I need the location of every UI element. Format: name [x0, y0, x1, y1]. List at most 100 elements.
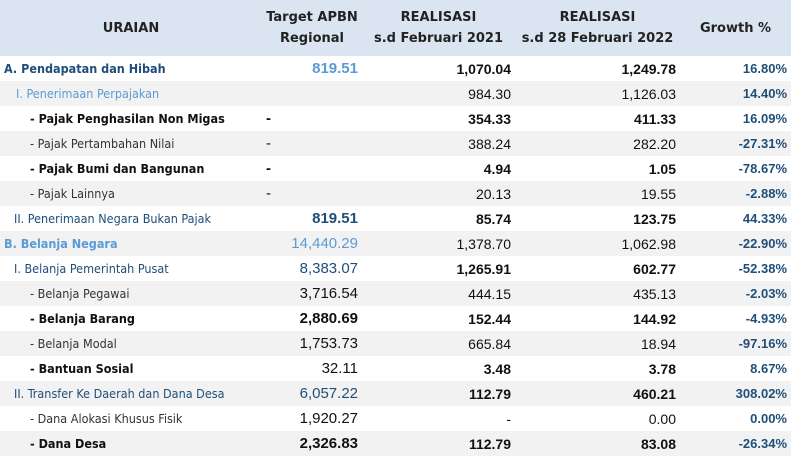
- header-row: URAIAN Target APBN Regional REALISASI s.d Fe…: [0, 0, 791, 56]
- value-cell: 1,249.78: [621, 60, 677, 77]
- value-cell: 83.08: [515, 431, 680, 456]
- value-cell: 282.20: [515, 131, 680, 156]
- growth-cell: -2.03%: [680, 281, 791, 306]
- row-label: - Pajak Pertambahan Nilai: [0, 131, 262, 156]
- value-cell: -: [266, 160, 271, 177]
- header-text: s.d Februari 2021: [374, 31, 503, 46]
- growth-cell: -97.16%: [680, 331, 791, 356]
- header-text: Growth %: [699, 20, 772, 36]
- table-row: A. Pendapatan dan Hibah 819.51 1,070.04 1,2…: [0, 56, 791, 81]
- table-row: I. Penerimaan Perpajakan 984.30 1,126.03 14…: [0, 81, 791, 106]
- value-cell: 18.94: [515, 331, 680, 356]
- value-cell: 112.79: [362, 431, 515, 456]
- growth-cell: -4.93%: [745, 311, 787, 326]
- value-cell: 602.77: [633, 260, 676, 277]
- growth-cell: 16.80%: [742, 61, 787, 76]
- value-cell: 435.13: [515, 281, 680, 306]
- value-cell: 112.79: [362, 381, 515, 406]
- growth-cell: -26.34%: [680, 431, 791, 456]
- growth-cell: -22.90%: [680, 231, 791, 256]
- growth-cell: 16.09%: [742, 111, 787, 126]
- row-label: - Bantuan Sosial: [30, 361, 134, 376]
- value-cell: 1.05: [648, 160, 676, 177]
- value-cell: 819.51: [312, 60, 358, 77]
- value-cell: 2,326.83: [262, 431, 362, 456]
- growth-cell: 0.00%: [750, 411, 787, 426]
- value-cell: 32.11: [321, 360, 358, 377]
- value-cell: 4.94: [483, 160, 511, 177]
- value-cell: 984.30: [362, 81, 515, 106]
- value-cell: -: [266, 110, 271, 127]
- value-cell: 1,062.98: [515, 231, 680, 256]
- header-cell: REALISASI s.d 28 Februari 2022: [515, 0, 680, 56]
- table-row: - Bantuan Sosial 32.11 3.48 3.78 8.67%: [0, 356, 791, 381]
- row-label: B. Belanja Negara: [0, 231, 262, 256]
- value-cell: 1,378.70: [362, 231, 515, 256]
- header-cell: URAIAN: [0, 0, 262, 56]
- value-cell: 1,265.91: [456, 260, 512, 277]
- header-cell: Target APBN Regional: [262, 0, 362, 56]
- value-cell: 14,440.29: [262, 231, 362, 256]
- value-cell: 819.51: [312, 210, 358, 227]
- value-cell: [262, 81, 362, 106]
- growth-cell: -78.67%: [738, 161, 787, 176]
- row-label: II. Transfer Ke Daerah dan Dana Desa: [0, 381, 262, 406]
- table-row: - Pajak Lainnya -20.13 19.55 -2.88%: [0, 181, 791, 206]
- table-body: A. Pendapatan dan Hibah 819.51 1,070.04 1,2…: [0, 56, 791, 456]
- table-row: B. Belanja Negara 14,440.29 1,378.70 1,062.…: [0, 231, 791, 256]
- header-text: URAIAN: [102, 20, 160, 36]
- value-cell: 123.75: [633, 210, 676, 227]
- growth-cell: -27.31%: [680, 131, 791, 156]
- row-label: II. Penerimaan Negara Bukan Pajak: [14, 211, 212, 226]
- table-row: - Pajak Pertambahan Nilai -388.24 282.20 -2…: [0, 131, 791, 156]
- value-cell: 3.78: [648, 360, 676, 377]
- header-cell: REALISASI s.d Februari 2021: [362, 0, 515, 56]
- table-row: I. Belanja Pemerintah Pusat 8,383.07 1,265…: [0, 256, 791, 281]
- row-label: - Dana Alokasi Khusus Fisik: [30, 411, 183, 426]
- table-row: - Belanja Barang 2,880.69 152.44 144.92 -4.9…: [0, 306, 791, 331]
- header-text: Regional: [279, 31, 344, 46]
- value-cell: 6,057.22: [262, 381, 362, 406]
- row-label: - Pajak Lainnya: [0, 181, 262, 206]
- value-cell: -: [262, 131, 362, 156]
- row-label: - Dana Desa: [0, 431, 262, 456]
- header-text: REALISASI: [559, 10, 636, 25]
- value-cell: 20.13: [362, 181, 515, 206]
- row-label: - Belanja Modal: [0, 331, 262, 356]
- header-text: s.d 28 Februari 2022: [521, 31, 674, 46]
- row-label: - Belanja Barang: [30, 311, 135, 326]
- growth-cell: 44.33%: [742, 211, 787, 226]
- table-row: - Pajak Penghasilan Non Migas - 354.33 411.…: [0, 106, 791, 131]
- value-cell: 1,126.03: [515, 81, 680, 106]
- value-cell: 460.21: [515, 381, 680, 406]
- value-cell: 1,070.04: [456, 60, 512, 77]
- value-cell: 444.15: [362, 281, 515, 306]
- header-cell: Growth %: [680, 0, 791, 56]
- table-row: II. Transfer Ke Daerah dan Dana Desa 6,05…: [0, 381, 791, 406]
- table-row: - Pajak Bumi dan Bangunan - 4.94 1.05 -78.67…: [0, 156, 791, 181]
- table-row: - Belanja Pegawai 3,716.54 444.15 435.13 -2.…: [0, 281, 791, 306]
- value-cell: -: [262, 181, 362, 206]
- value-cell: 85.74: [475, 210, 511, 227]
- table-row: - Dana Desa 2,326.83 112.79 83.08 -26.34%: [0, 431, 791, 456]
- row-label: I. Penerimaan Perpajakan: [0, 81, 262, 106]
- value-cell: 152.44: [468, 310, 511, 327]
- value-cell: 8,383.07: [299, 260, 358, 277]
- value-cell: 3.48: [483, 360, 511, 377]
- growth-cell: -52.38%: [738, 261, 787, 276]
- value-cell: 354.33: [468, 110, 511, 127]
- value-cell: 388.24: [362, 131, 515, 156]
- row-label: - Pajak Penghasilan Non Migas: [30, 111, 225, 126]
- row-label: - Pajak Bumi dan Bangunan: [30, 161, 205, 176]
- value-cell: 144.92: [633, 310, 676, 327]
- table-row: II. Penerimaan Negara Bukan Pajak 819.51 8…: [0, 206, 791, 231]
- value-cell: 1,753.73: [262, 331, 362, 356]
- row-label: A. Pendapatan dan Hibah: [4, 61, 166, 76]
- table-row: - Dana Alokasi Khusus Fisik 1,920.27 - 0.00…: [0, 406, 791, 431]
- value-cell: 2,880.69: [299, 310, 358, 327]
- value-cell: 411.33: [633, 110, 676, 127]
- table-row: - Belanja Modal 1,753.73 665.84 18.94 -97.16…: [0, 331, 791, 356]
- header-text: REALISASI: [400, 10, 477, 25]
